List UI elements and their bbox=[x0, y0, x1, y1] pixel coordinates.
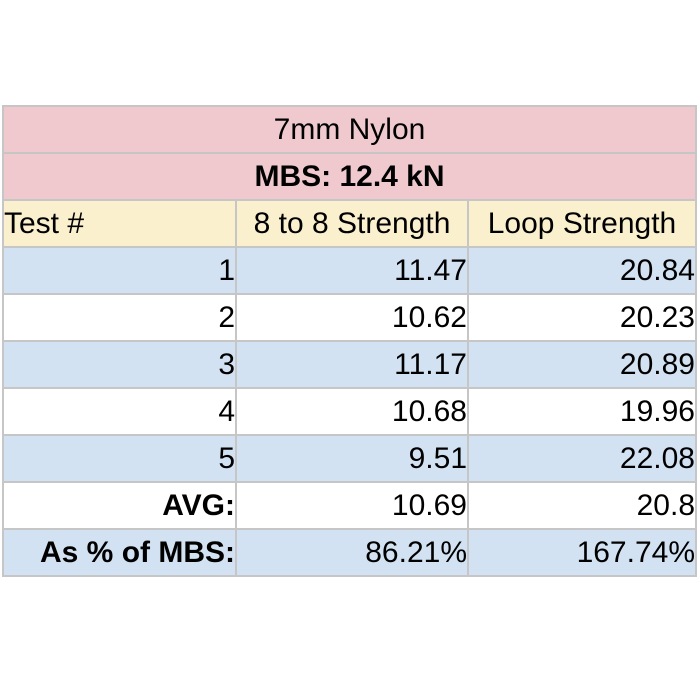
table-title: 7mm Nylon bbox=[2, 105, 697, 154]
cell-8to8-value: 10.62 bbox=[235, 293, 469, 342]
mbs-subtitle: MBS: 12.4 kN bbox=[2, 152, 697, 201]
cell-loop-value: 20.89 bbox=[467, 340, 697, 389]
table-row: 5 9.51 22.08 bbox=[2, 434, 697, 483]
strength-test-table: 7mm Nylon MBS: 12.4 kN Test # 8 to 8 Str… bbox=[2, 105, 697, 577]
cell-8to8-value: 10.68 bbox=[235, 387, 469, 436]
avg-loop-value: 20.8 bbox=[467, 481, 697, 530]
cell-test-number: 4 bbox=[2, 387, 237, 436]
header-row: Test # 8 to 8 Strength Loop Strength bbox=[2, 199, 697, 248]
percent-loop-value: 167.74% bbox=[467, 528, 697, 577]
table-row: 4 10.68 19.96 bbox=[2, 387, 697, 436]
col-header-8to8-strength: 8 to 8 Strength bbox=[235, 199, 469, 248]
cell-8to8-value: 11.17 bbox=[235, 340, 469, 389]
col-header-test-number: Test # bbox=[2, 199, 237, 248]
cell-loop-value: 19.96 bbox=[467, 387, 697, 436]
cell-test-number: 2 bbox=[2, 293, 237, 342]
avg-label: AVG: bbox=[2, 481, 237, 530]
cell-loop-value: 20.23 bbox=[467, 293, 697, 342]
cell-loop-value: 22.08 bbox=[467, 434, 697, 483]
cell-8to8-value: 11.47 bbox=[235, 246, 469, 295]
average-row: AVG: 10.69 20.8 bbox=[2, 481, 697, 530]
subtitle-row: MBS: 12.4 kN bbox=[2, 152, 697, 201]
table-row: 1 11.47 20.84 bbox=[2, 246, 697, 295]
table-row: 2 10.62 20.23 bbox=[2, 293, 697, 342]
cell-loop-value: 20.84 bbox=[467, 246, 697, 295]
table-row: 3 11.17 20.89 bbox=[2, 340, 697, 389]
percent-of-mbs-row: As % of MBS: 86.21% 167.74% bbox=[2, 528, 697, 577]
cell-test-number: 1 bbox=[2, 246, 237, 295]
cell-test-number: 3 bbox=[2, 340, 237, 389]
avg-8to8-value: 10.69 bbox=[235, 481, 469, 530]
title-row: 7mm Nylon bbox=[2, 105, 697, 154]
col-header-loop-strength: Loop Strength bbox=[467, 199, 697, 248]
cell-test-number: 5 bbox=[2, 434, 237, 483]
cell-8to8-value: 9.51 bbox=[235, 434, 469, 483]
percent-mbs-label: As % of MBS: bbox=[2, 528, 237, 577]
percent-8to8-value: 86.21% bbox=[235, 528, 469, 577]
data-grid: 7mm Nylon MBS: 12.4 kN Test # 8 to 8 Str… bbox=[2, 105, 697, 577]
